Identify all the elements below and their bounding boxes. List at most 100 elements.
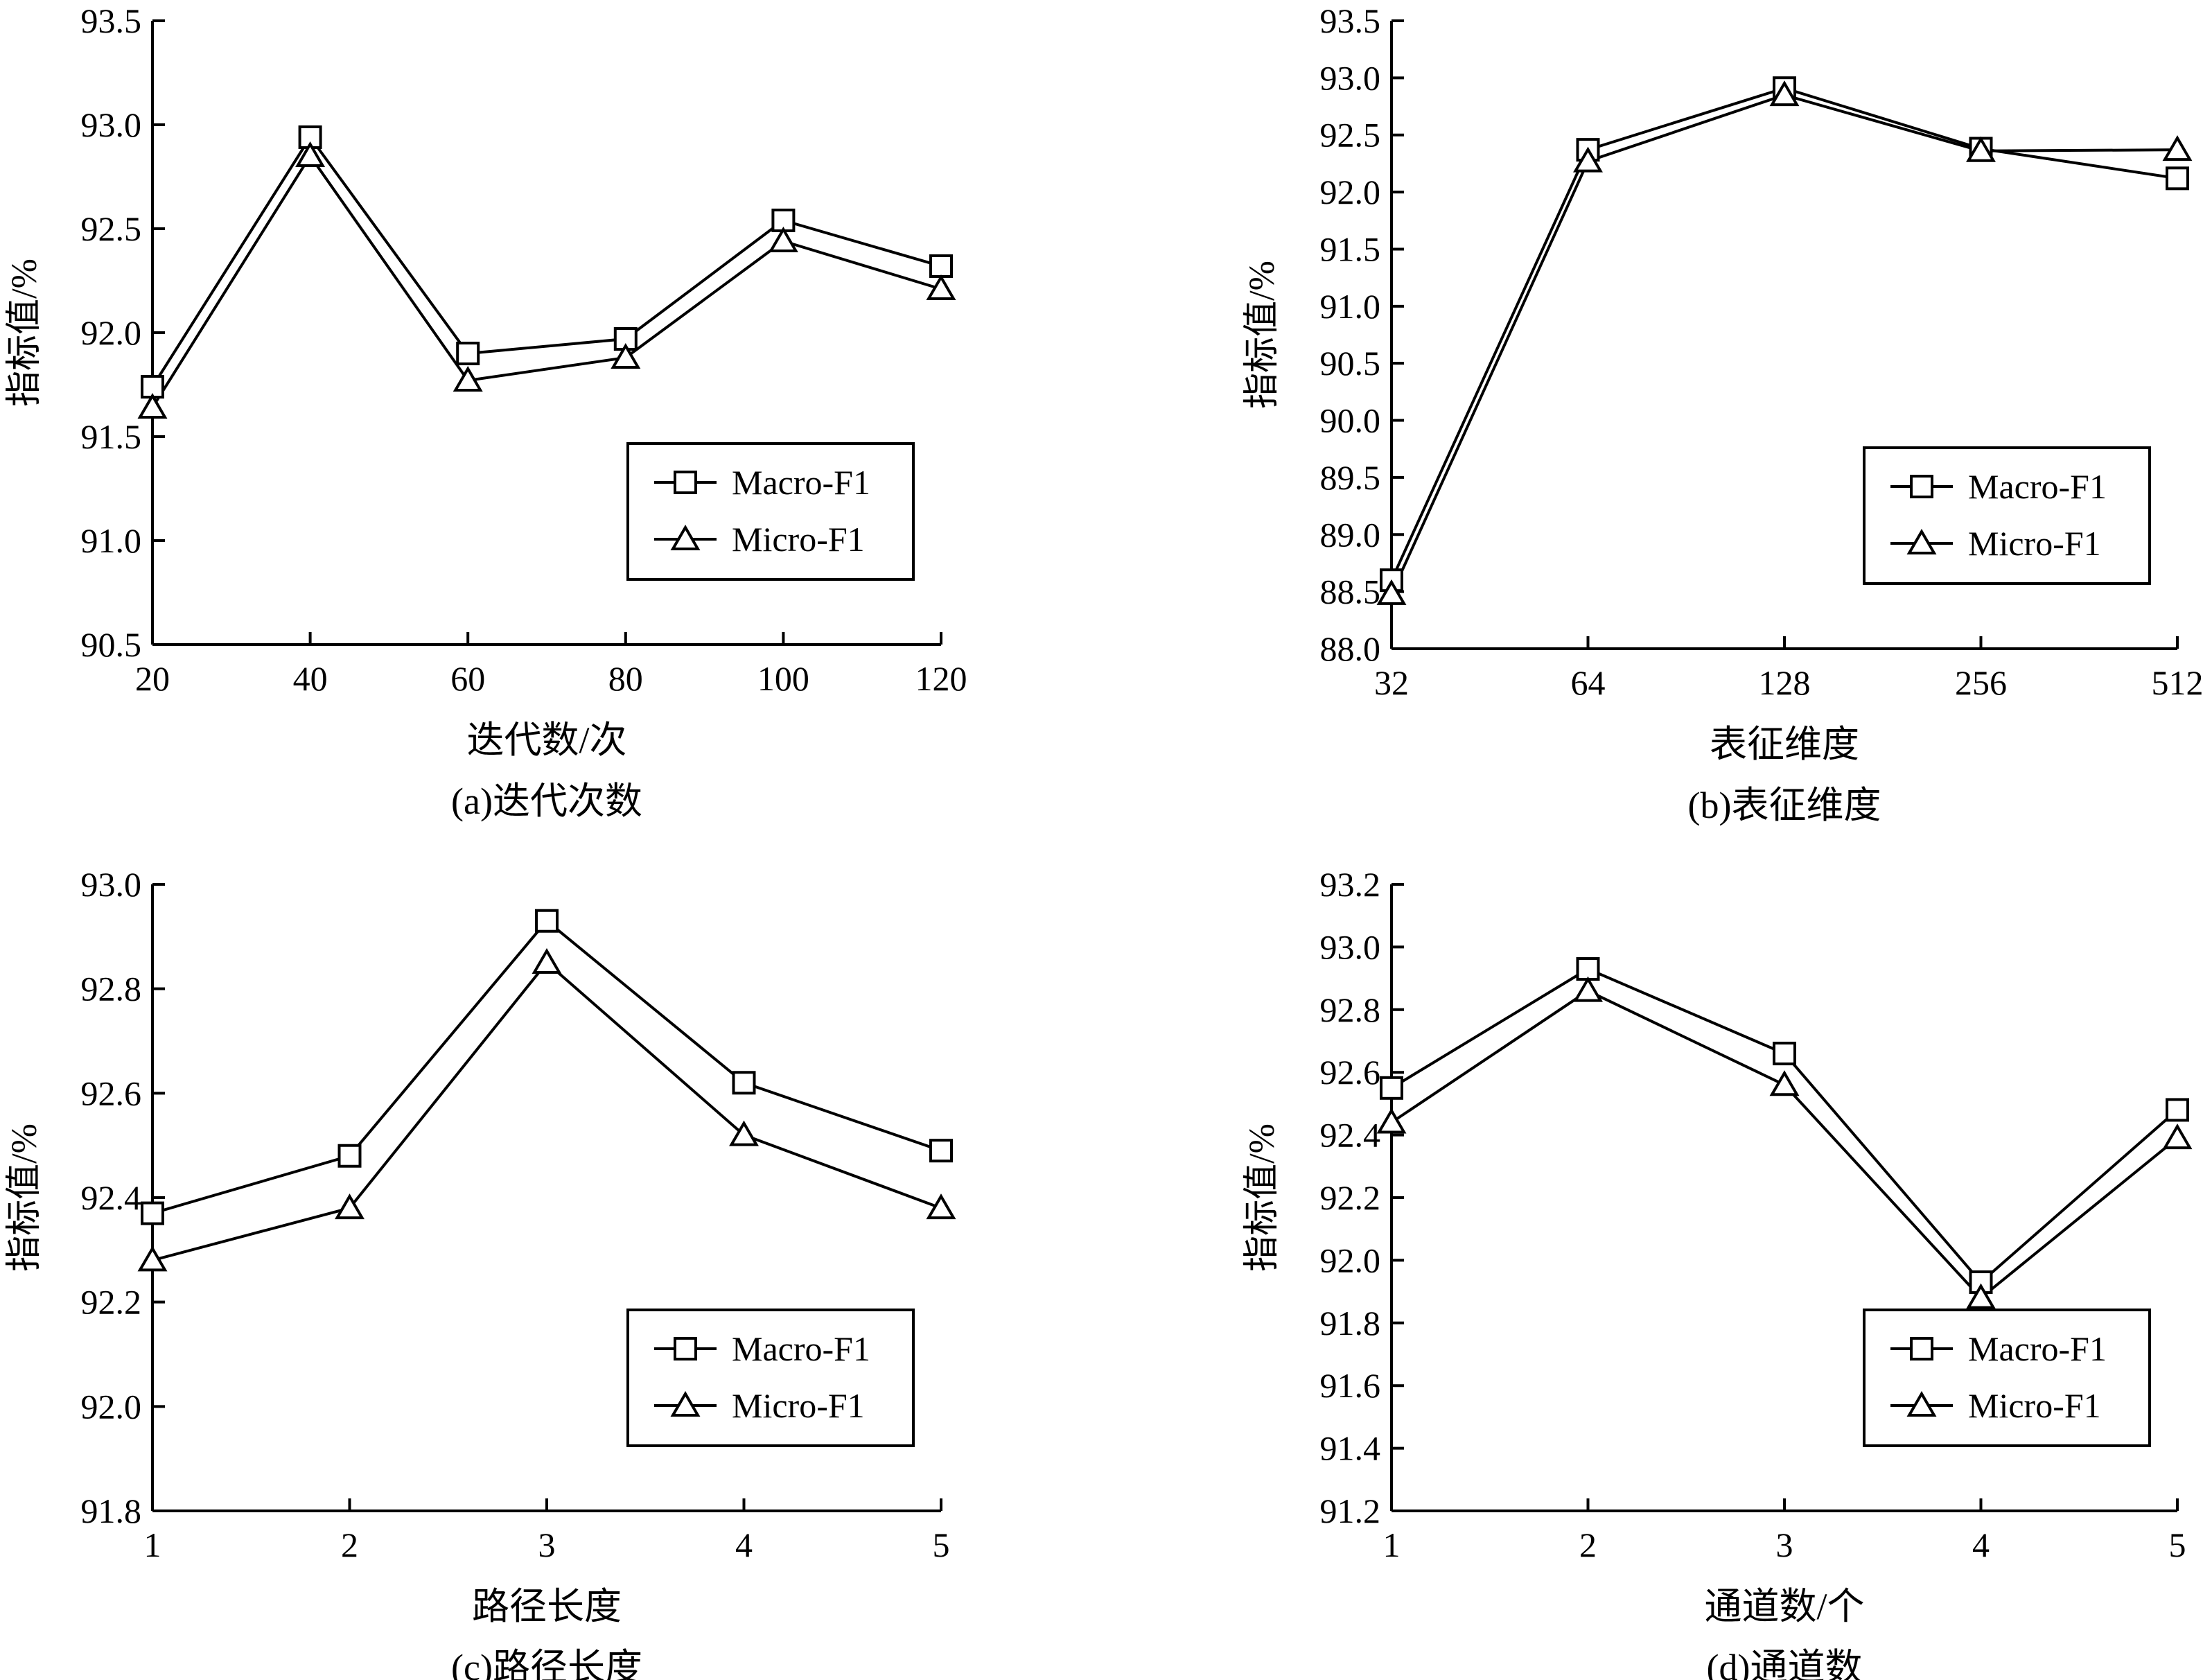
data-point-square [732,1071,756,1095]
x-tick-label: 512 [2152,663,2204,702]
data-point-triangle [926,1193,956,1220]
legend-triangle-marker [1906,529,1937,554]
y-tick-label: 93.0 [1320,58,1381,97]
x-tick-label: 40 [293,659,328,698]
y-tick-label: 92.0 [81,313,142,352]
data-point-triangle [926,274,956,300]
legend-label: Macro-F1 [1968,1329,2107,1368]
y-tick-label: 92.0 [81,1387,142,1426]
data-point-triangle [768,227,798,252]
y-tick-label: 93.0 [1320,927,1381,966]
y-tick-label: 91.5 [81,417,142,456]
data-point-square [1380,1076,1403,1100]
legend-triangle-marker [670,525,701,550]
y-tick-label: 89.5 [1320,458,1381,497]
legend-square-marker [674,1337,697,1360]
y-tick-label: 92.2 [81,1283,142,1322]
legend-square-marker [674,471,697,494]
x-tick-label: 4 [735,1525,753,1564]
data-point-triangle [1376,579,1407,605]
legend-label: Micro-F1 [732,520,865,559]
data-point-triangle [1966,1283,1996,1309]
y-tick-label: 93.5 [1320,1,1381,40]
legend-label: Macro-F1 [732,463,870,502]
y-tick-label: 92.2 [1320,1178,1381,1217]
series-line-micro-f1 [1390,989,2179,1300]
y-axis-label: 指标值/% [5,1123,44,1272]
x-tick-label: 5 [2169,1525,2186,1564]
y-tick-label: 92.0 [1320,173,1381,211]
x-tick-label: 20 [135,659,170,698]
data-point-square [1576,957,1600,981]
legend: Macro-F1 Micro-F1 [1863,1309,2151,1447]
legend-label: Micro-F1 [1968,524,2101,563]
data-point-square [535,909,559,933]
x-tick-label: 80 [608,659,643,698]
x-tick-label: 1 [1383,1525,1401,1564]
data-point-triangle [2162,1123,2193,1150]
data-point-triangle [1573,976,1603,1002]
y-tick-label: 91.2 [1320,1491,1381,1530]
legend-label: Macro-F1 [732,1329,870,1368]
x-tick-label: 2 [1579,1525,1597,1564]
data-point-triangle [335,1193,365,1220]
x-tick-label: 3 [538,1525,556,1564]
data-point-triangle [1573,146,1603,173]
legend-square-marker [1910,1337,1933,1360]
chart-caption: (c)路径长度 [451,1647,642,1680]
y-tick-label: 90.5 [81,625,142,664]
x-tick-label: 3 [1776,1525,1793,1564]
x-axis-label: 通道数/个 [1704,1586,1864,1627]
y-axis-label: 指标值/% [1243,1123,1282,1272]
y-tick-label: 92.8 [1320,990,1381,1029]
y-tick-label: 93.0 [81,865,142,904]
legend-label: Micro-F1 [732,1386,865,1425]
x-axis-label: 表征维度 [1710,724,1859,765]
legend-label: Micro-F1 [1968,1386,2101,1425]
y-tick-label: 88.0 [1320,629,1381,668]
y-tick-label: 93.5 [81,1,142,40]
data-point-triangle [611,343,641,369]
data-point-triangle [295,141,326,167]
data-point-square [456,342,480,365]
legend-triangle-marker [670,1391,701,1417]
chart-panel-4: 91.2 91.4 91.6 91.8 92.0 92.2 92.4 92.6 92.8 93.0… [1243,865,2193,1680]
chart-panel-2: 88.0 88.5 89.0 89.5 90.0 90.5 91.0 91.5 92.0 92.5… [1243,1,2204,826]
legend-square-marker [1910,475,1933,498]
series-line-micro-f1 [151,153,942,409]
data-point-square [929,254,953,278]
y-tick-label: 92.4 [81,1178,142,1217]
x-axis-label: 迭代数/次 [466,719,626,761]
x-axis-label: 路径长度 [472,1586,622,1627]
y-tick-label: 92.0 [1320,1241,1381,1279]
x-tick-label: 100 [757,659,809,698]
legend-box [1863,446,2151,585]
data-point-triangle [1966,136,1996,162]
legend: Macro-F1 Micro-F1 [626,442,915,581]
y-axis-label: 指标值/% [5,259,44,407]
data-point-square [337,1144,362,1168]
legend: Macro-F1 Micro-F1 [1863,446,2151,585]
y-tick-label: 90.0 [1320,401,1381,440]
x-tick-label: 5 [933,1525,950,1564]
y-tick-label: 89.0 [1320,515,1381,554]
y-tick-label: 92.5 [81,209,142,248]
chart-caption: (d)通道数 [1707,1647,1863,1680]
y-tick-label: 92.8 [81,970,142,1008]
data-point-square [2166,1098,2189,1122]
y-tick-label: 92.6 [81,1074,142,1112]
legend-box [626,1309,915,1447]
legend-box [626,442,915,581]
y-tick-label: 91.8 [81,1491,142,1530]
data-point-triangle [729,1120,759,1146]
y-tick-label: 91.5 [1320,229,1381,268]
legend: Macro-F1 Micro-F1 [626,1309,915,1447]
series-line-micro-f1 [152,961,942,1262]
y-tick-label: 91.4 [1320,1429,1381,1468]
y-tick-label: 88.5 [1320,572,1381,611]
y-tick-label: 92.6 [1320,1053,1381,1092]
data-point-square [1773,1042,1796,1066]
data-point-triangle [532,948,562,974]
data-point-triangle [1769,80,1800,107]
